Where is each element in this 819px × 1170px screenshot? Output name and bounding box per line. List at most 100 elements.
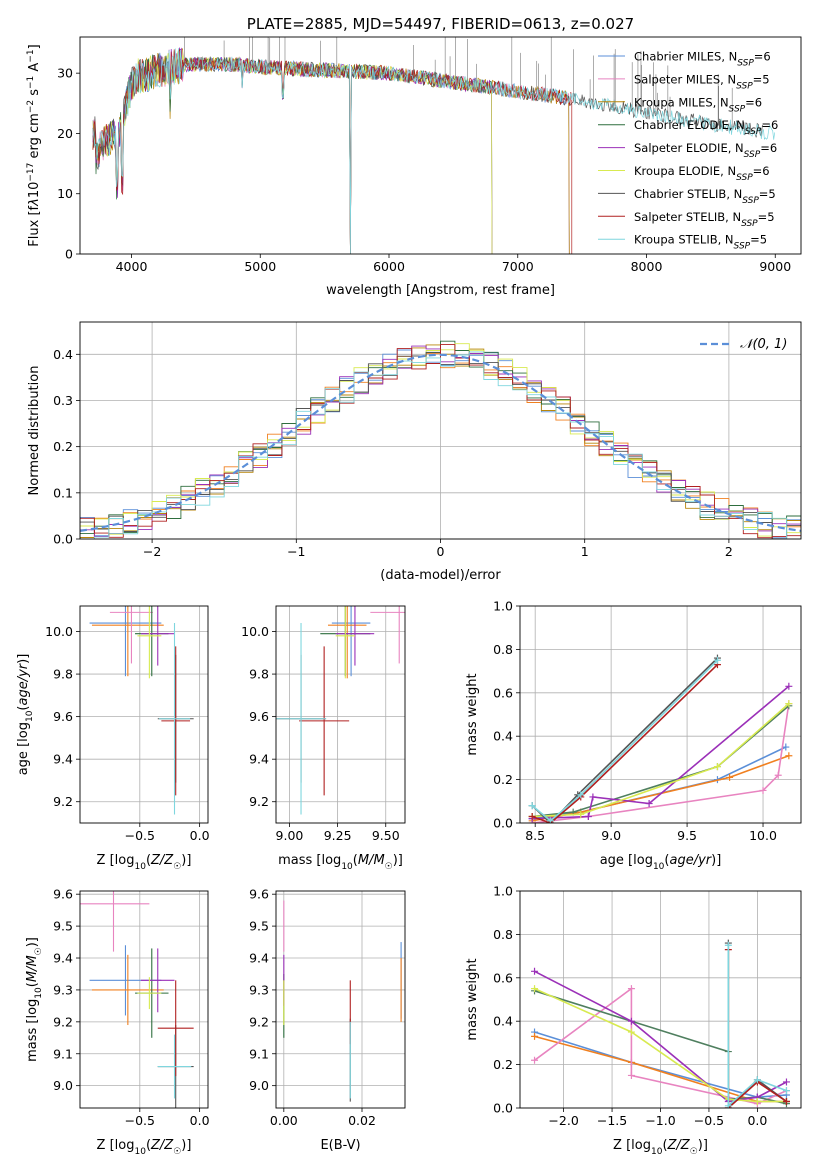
x-tick-label: 0.0 [747, 1113, 767, 1128]
weight_vs_z-frame [519, 890, 802, 1109]
y-tick-label: 9.4 [53, 951, 73, 966]
weight-marker [627, 1017, 635, 1025]
x-axis-label: mass [log10(M/M☉)] [278, 853, 403, 872]
weight-marker [528, 802, 536, 810]
weight-marker [577, 810, 585, 818]
weight-line [531, 659, 719, 822]
y-tick-label: 0.2 [53, 439, 73, 454]
y-tick-label: 9.4 [53, 752, 73, 767]
y-tick-label: 10.0 [241, 624, 269, 639]
y-axis-label: mass [log10(M/M☉)] [25, 937, 44, 1062]
y-tick-label: 10 [57, 186, 73, 201]
y-tick-label: 0.6 [493, 970, 513, 985]
weight-marker [531, 1032, 539, 1040]
weight-marker [724, 941, 732, 949]
y-tick-label: 9.8 [249, 667, 269, 682]
x-tick-label: −1 [287, 544, 305, 559]
x-tick-label: 0.00 [270, 1113, 298, 1128]
spectrum-line-chabrier-stelib [92, 50, 763, 254]
residual-hists [80, 340, 801, 539]
y-tick-label: 9.5 [249, 919, 269, 934]
mass_vs_ebv-errorbars [283, 900, 402, 1102]
y-tick-label: 9.1 [53, 1046, 73, 1061]
y-tick-label: 9.3 [53, 982, 73, 997]
x-tick-label: 10.0 [749, 828, 777, 843]
x-tick-label: 9.00 [276, 828, 304, 843]
weight-marker [531, 985, 539, 993]
x-tick-label: −0.5 [694, 1113, 724, 1128]
legend-label: Salpeter ELODIE, NSSP=6 [634, 141, 777, 160]
y-axis-label: Flux [fλ10−17 erg cm−2 s−1 A−1] [26, 44, 42, 246]
y-tick-label: 9.6 [53, 709, 73, 724]
y-axis-label: age [log10(age/yr)] [16, 654, 35, 776]
weight-marker [546, 817, 554, 823]
x-tick-label: 0.02 [348, 1113, 376, 1128]
chart-title: PLATE=2885, MJD=54497, FIBERID=0613, z=0… [247, 15, 634, 33]
y-tick-label: 9.1 [249, 1046, 269, 1061]
y-tick-label: 9.4 [249, 951, 269, 966]
legend-label: Kroupa MILES, NSSP=6 [634, 95, 762, 114]
y-tick-label: 9.0 [249, 1078, 269, 1093]
weight-marker [759, 786, 767, 794]
x-tick-label: 8.5 [525, 828, 545, 843]
weight-marker [627, 1028, 635, 1036]
weight-line [531, 664, 719, 823]
legend-label: Chabrier STELIB, NSSP=5 [634, 187, 776, 206]
residuals-frame [79, 321, 802, 540]
y-tick-label: 9.5 [53, 919, 73, 934]
mass_vs_ebv-axes: 0.00 0.02 9.0 9.1 9.2 9.3 9.4 9.5 9.6 [249, 887, 405, 1128]
age_vs_mass-errorbars [276, 606, 405, 815]
weight-line [532, 705, 790, 818]
y-tick-label: 9.4 [249, 752, 269, 767]
weight-marker [753, 1097, 761, 1105]
spectrum-line-kroupa-stelib [92, 48, 776, 254]
weight-line [532, 746, 787, 820]
y-tick-label: 9.0 [53, 1078, 73, 1093]
weight-marker [782, 743, 790, 751]
y-tick-label: 20 [57, 126, 73, 141]
y-tick-label: 0.0 [53, 532, 73, 547]
legend-label: Chabrier MILES, NSSP=6 [634, 50, 771, 69]
y-tick-label: 10.0 [45, 624, 73, 639]
x-axis-label: E(B-V) [320, 1138, 360, 1153]
y-tick-label: 0.0 [493, 1101, 513, 1116]
weight-marker [627, 985, 635, 993]
weight-marker [528, 812, 536, 820]
legend-label: Kroupa ELODIE, NSSP=6 [634, 164, 770, 183]
x-tick-label: 1 [581, 544, 589, 559]
weight-marker [785, 682, 793, 690]
weight-marker [713, 763, 721, 771]
y-axis-label: Normed distribution [27, 366, 42, 496]
y-tick-label: 9.6 [249, 887, 269, 902]
x-tick-label: 9.5 [677, 828, 697, 843]
weight-marker [724, 1102, 732, 1108]
mass_vs_ebv-frame [275, 890, 406, 1109]
x-tick-label: 0.0 [190, 1113, 210, 1128]
y-tick-label: 30 [57, 66, 73, 81]
x-tick-label: −0.5 [125, 828, 155, 843]
y-tick-label: 9.2 [249, 1014, 269, 1029]
x-tick-label: −1.5 [597, 1113, 627, 1128]
weight-marker [713, 656, 721, 664]
y-tick-label: 9.3 [249, 982, 269, 997]
weight-marker [785, 700, 793, 708]
y-tick-label: 9.2 [53, 794, 73, 809]
weight-marker [589, 793, 597, 801]
x-axis-label: (data-model)/error [380, 568, 501, 583]
y-tick-label: 0.2 [493, 1057, 513, 1072]
spectrum-frame [79, 36, 802, 255]
legend-label: Chabrier ELODIE, NSSP=6 [634, 118, 778, 137]
x-axis-label: Z [log10(Z/Z☉)] [613, 1138, 708, 1157]
legend-label: 𝒩(0, 1) [740, 337, 787, 352]
y-tick-label: 0.8 [493, 642, 513, 657]
y-tick-label: 9.6 [53, 887, 73, 902]
weight-marker [782, 1097, 790, 1105]
mass_vs_z-axes: −0.5 0.0 9.0 9.1 9.2 9.3 9.4 9.5 9.6 [53, 887, 209, 1128]
weight-marker [531, 1056, 539, 1064]
weight-marker [531, 967, 539, 975]
weight_vs_z-lines [531, 939, 790, 1108]
weight-marker [774, 771, 782, 779]
weight-marker [645, 799, 653, 807]
x-tick-label: −1.0 [645, 1113, 675, 1128]
